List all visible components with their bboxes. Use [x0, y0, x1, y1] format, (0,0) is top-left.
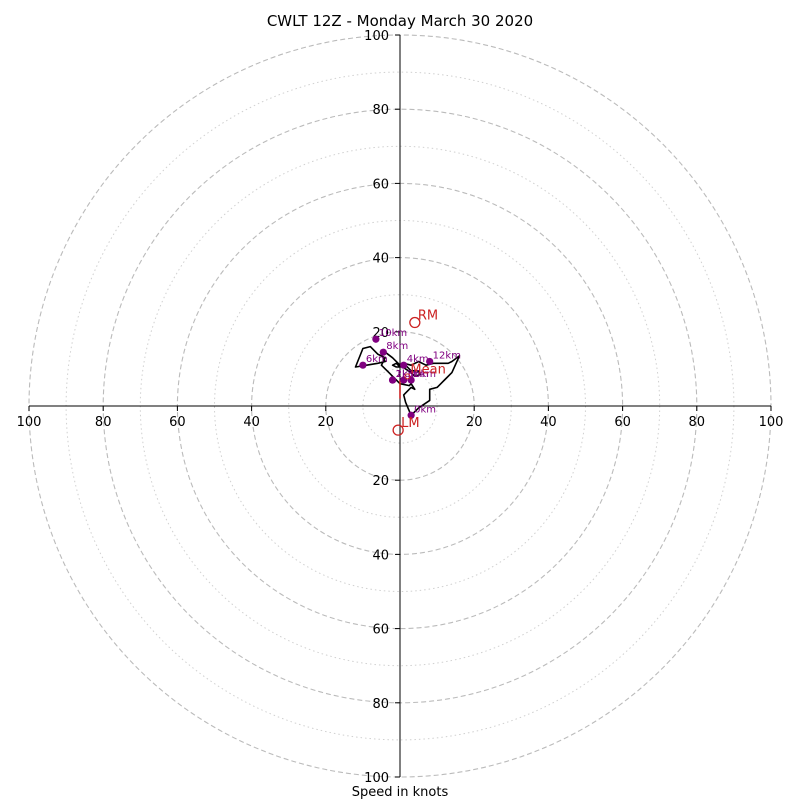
x-tick-label: 60 — [169, 415, 186, 430]
storm-motion-marker — [409, 316, 421, 329]
height-marker-dot — [388, 376, 397, 384]
axes-layer — [29, 35, 771, 777]
y-tick-label: 80 — [372, 103, 389, 118]
storm-motion-label: Mean — [410, 362, 445, 377]
y-tick-label: 80 — [372, 697, 389, 712]
height-marker-label: 6km — [366, 354, 388, 365]
height-marker-label: 8km — [386, 341, 408, 352]
y-tick-label: 60 — [372, 177, 389, 192]
x-tick-label: 20 — [466, 415, 483, 430]
storm-motion-label: RM — [418, 309, 438, 324]
height-marker-dot — [426, 357, 434, 366]
y-tick-label: 20 — [372, 474, 389, 489]
y-tick-label: 40 — [372, 548, 389, 563]
x-tick-label: 100 — [17, 415, 42, 430]
height-marker-label: 1km — [396, 369, 418, 380]
trace-layer — [354, 345, 461, 416]
storm-motion-mean-marker — [404, 373, 411, 380]
y-tick-label: 40 — [372, 252, 389, 267]
y-tick-label: 100 — [364, 29, 389, 44]
height-marker-label: 0km — [414, 404, 436, 415]
height-marker-dot — [372, 335, 380, 343]
x-tick-label: 80 — [95, 415, 112, 430]
height-marker-label: 2km — [396, 369, 418, 380]
x-tick-label: 100 — [759, 415, 784, 430]
height-marker-dot — [379, 348, 387, 356]
x-axis-label: Speed in knots — [352, 785, 449, 800]
x-tick-label: 40 — [540, 415, 557, 430]
x-tick-label: 80 — [689, 415, 706, 430]
tick-labels-layer: 100 80 60 40 20 20 40 60 80 100100806040202040608… — [17, 29, 784, 786]
height-marker-label: 12km — [433, 350, 461, 361]
height-marker-label: 3km — [407, 369, 429, 380]
height-marker-dot — [400, 361, 408, 369]
height-marker-dot — [359, 361, 367, 369]
height-marker-label: 10km — [379, 328, 407, 339]
storm-motion-layer: RM LM Mean — [392, 309, 446, 436]
hodograph-trace — [354, 345, 461, 416]
height-marker-dot — [407, 411, 415, 419]
chart-title: CWLT 12Z - Monday March 30 2020 — [267, 12, 533, 30]
storm-motion-label: LM — [401, 416, 419, 431]
y-tick-label: 100 — [364, 771, 389, 786]
x-tick-label: 40 — [243, 415, 260, 430]
x-tick-label: 20 — [318, 415, 335, 430]
y-tick-label: 60 — [372, 623, 389, 638]
x-tick-label: 60 — [614, 415, 631, 430]
height-marker-label: 4km — [407, 354, 429, 365]
storm-motion-marker — [392, 424, 404, 436]
height-marker-label: 5km — [414, 369, 436, 380]
